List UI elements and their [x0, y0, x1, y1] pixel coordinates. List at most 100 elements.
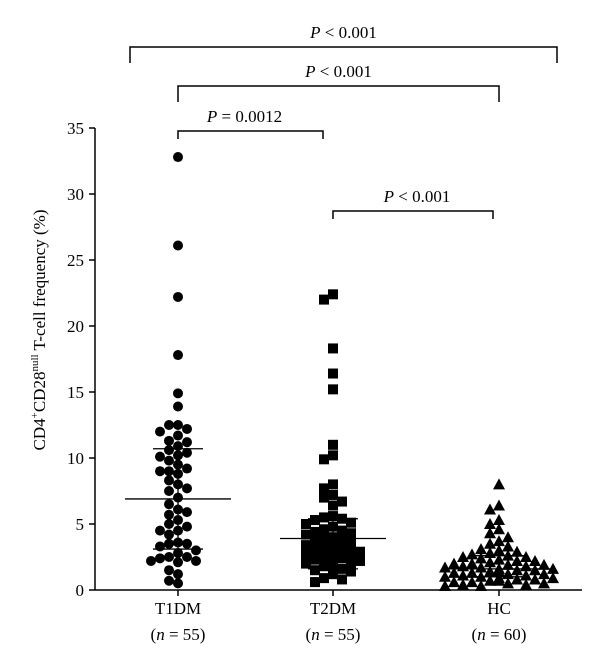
category-n-label: (n = 60)	[472, 625, 527, 644]
y-tick-label: 5	[76, 515, 85, 534]
t1dm-point	[164, 552, 174, 562]
hc-point	[448, 576, 460, 588]
t1dm-point	[173, 240, 183, 251]
t2dm-point	[310, 515, 320, 526]
t1dm-point	[173, 548, 183, 559]
t2dm-point	[328, 450, 338, 461]
t2dm-point	[310, 545, 320, 556]
t2dm-point	[319, 454, 329, 465]
hc-point	[538, 558, 550, 570]
y-tick-label: 20	[67, 317, 84, 336]
t1dm-point	[182, 507, 192, 518]
t2dm-point	[337, 574, 347, 585]
t1dm-point	[173, 401, 183, 412]
t2dm-point	[337, 544, 347, 555]
y-tick-label: 30	[67, 185, 84, 204]
t1dm-point	[173, 291, 183, 302]
t1dm-point	[164, 529, 174, 540]
t1dm-point	[155, 466, 165, 477]
hc-point	[511, 545, 523, 557]
t2dm-point	[337, 496, 347, 507]
hc-point	[529, 573, 541, 585]
data-points	[146, 152, 559, 592]
hc-point	[502, 531, 514, 543]
t2dm-point	[346, 528, 356, 539]
hc-point	[457, 569, 469, 581]
y-tick-label: 0	[76, 581, 85, 600]
hc-point	[466, 566, 478, 578]
t1dm-point	[164, 435, 174, 446]
hc-point	[484, 556, 496, 568]
t2dm-point	[346, 557, 356, 568]
hc-point	[493, 544, 505, 556]
t1dm-point	[164, 575, 174, 586]
y-tick-label: 25	[67, 251, 84, 270]
hc-point	[520, 569, 532, 581]
hc-point	[475, 552, 487, 564]
mean-sd-bars	[125, 448, 552, 578]
hc-point	[466, 576, 478, 588]
t2dm-point	[301, 549, 311, 560]
t2dm-point	[346, 548, 356, 559]
t1dm-point	[155, 451, 165, 462]
p-value-label: P = 0.0012	[206, 107, 282, 126]
t2dm-point	[346, 566, 356, 577]
t2dm-point	[337, 553, 347, 564]
hc-point	[538, 568, 550, 580]
significance-bracket	[177, 85, 500, 102]
p-value-label: P < 0.001	[383, 187, 451, 206]
hc-point	[448, 557, 460, 569]
t2dm-point	[355, 555, 365, 566]
category-label: T2DM	[310, 599, 356, 618]
t2dm-point	[328, 343, 338, 354]
t1dm-point	[146, 555, 156, 566]
t2dm-point	[319, 294, 329, 305]
t1dm-point	[182, 423, 192, 434]
hc-point	[529, 554, 541, 566]
y-axis: 0 5 10 15 20 25 30 35	[67, 119, 96, 600]
t2dm-point	[328, 479, 338, 490]
t2dm-point	[328, 511, 338, 522]
t1dm-point	[191, 545, 201, 556]
t1dm-point	[155, 426, 165, 437]
significance-bracket	[332, 210, 494, 219]
t2dm-point	[301, 540, 311, 551]
hc-point	[484, 527, 496, 539]
hc-point	[484, 565, 496, 577]
t1dm-point	[173, 420, 183, 430]
hc-point	[502, 577, 514, 589]
x-axis: T1DM (n = 55) T2DM (n = 55) HC (n = 60)	[95, 589, 582, 644]
t1dm-point	[173, 152, 183, 163]
t2dm-point	[310, 526, 320, 537]
t1dm-point	[164, 509, 174, 520]
hc-point	[493, 499, 505, 511]
t2dm-point	[310, 554, 320, 565]
hc-point	[493, 574, 505, 586]
hc-point	[502, 558, 514, 570]
hc-point	[466, 557, 478, 569]
t2dm-point	[337, 534, 347, 545]
hc-point	[475, 580, 487, 592]
t1dm-point	[173, 430, 183, 441]
t1dm-point	[164, 455, 174, 466]
t2dm-point	[337, 525, 347, 536]
t1dm-point	[164, 486, 174, 496]
t2dm-point	[319, 552, 329, 562]
t2dm-point	[310, 536, 320, 547]
hc-point	[457, 551, 469, 562]
t1dm-point	[164, 466, 174, 477]
hc-point	[502, 540, 514, 552]
hc-point	[493, 523, 505, 535]
hc-point	[547, 562, 559, 574]
hc-point	[547, 572, 559, 584]
hc-point	[484, 518, 496, 529]
t2dm-point	[328, 384, 338, 395]
t1dm-point	[164, 565, 174, 576]
hc-point	[484, 574, 496, 586]
p-value-label: P < 0.001	[304, 62, 372, 81]
t1dm-point	[182, 552, 192, 562]
t2dm-point	[328, 489, 338, 500]
hc-point	[475, 561, 487, 573]
t2dm-point	[301, 519, 311, 529]
